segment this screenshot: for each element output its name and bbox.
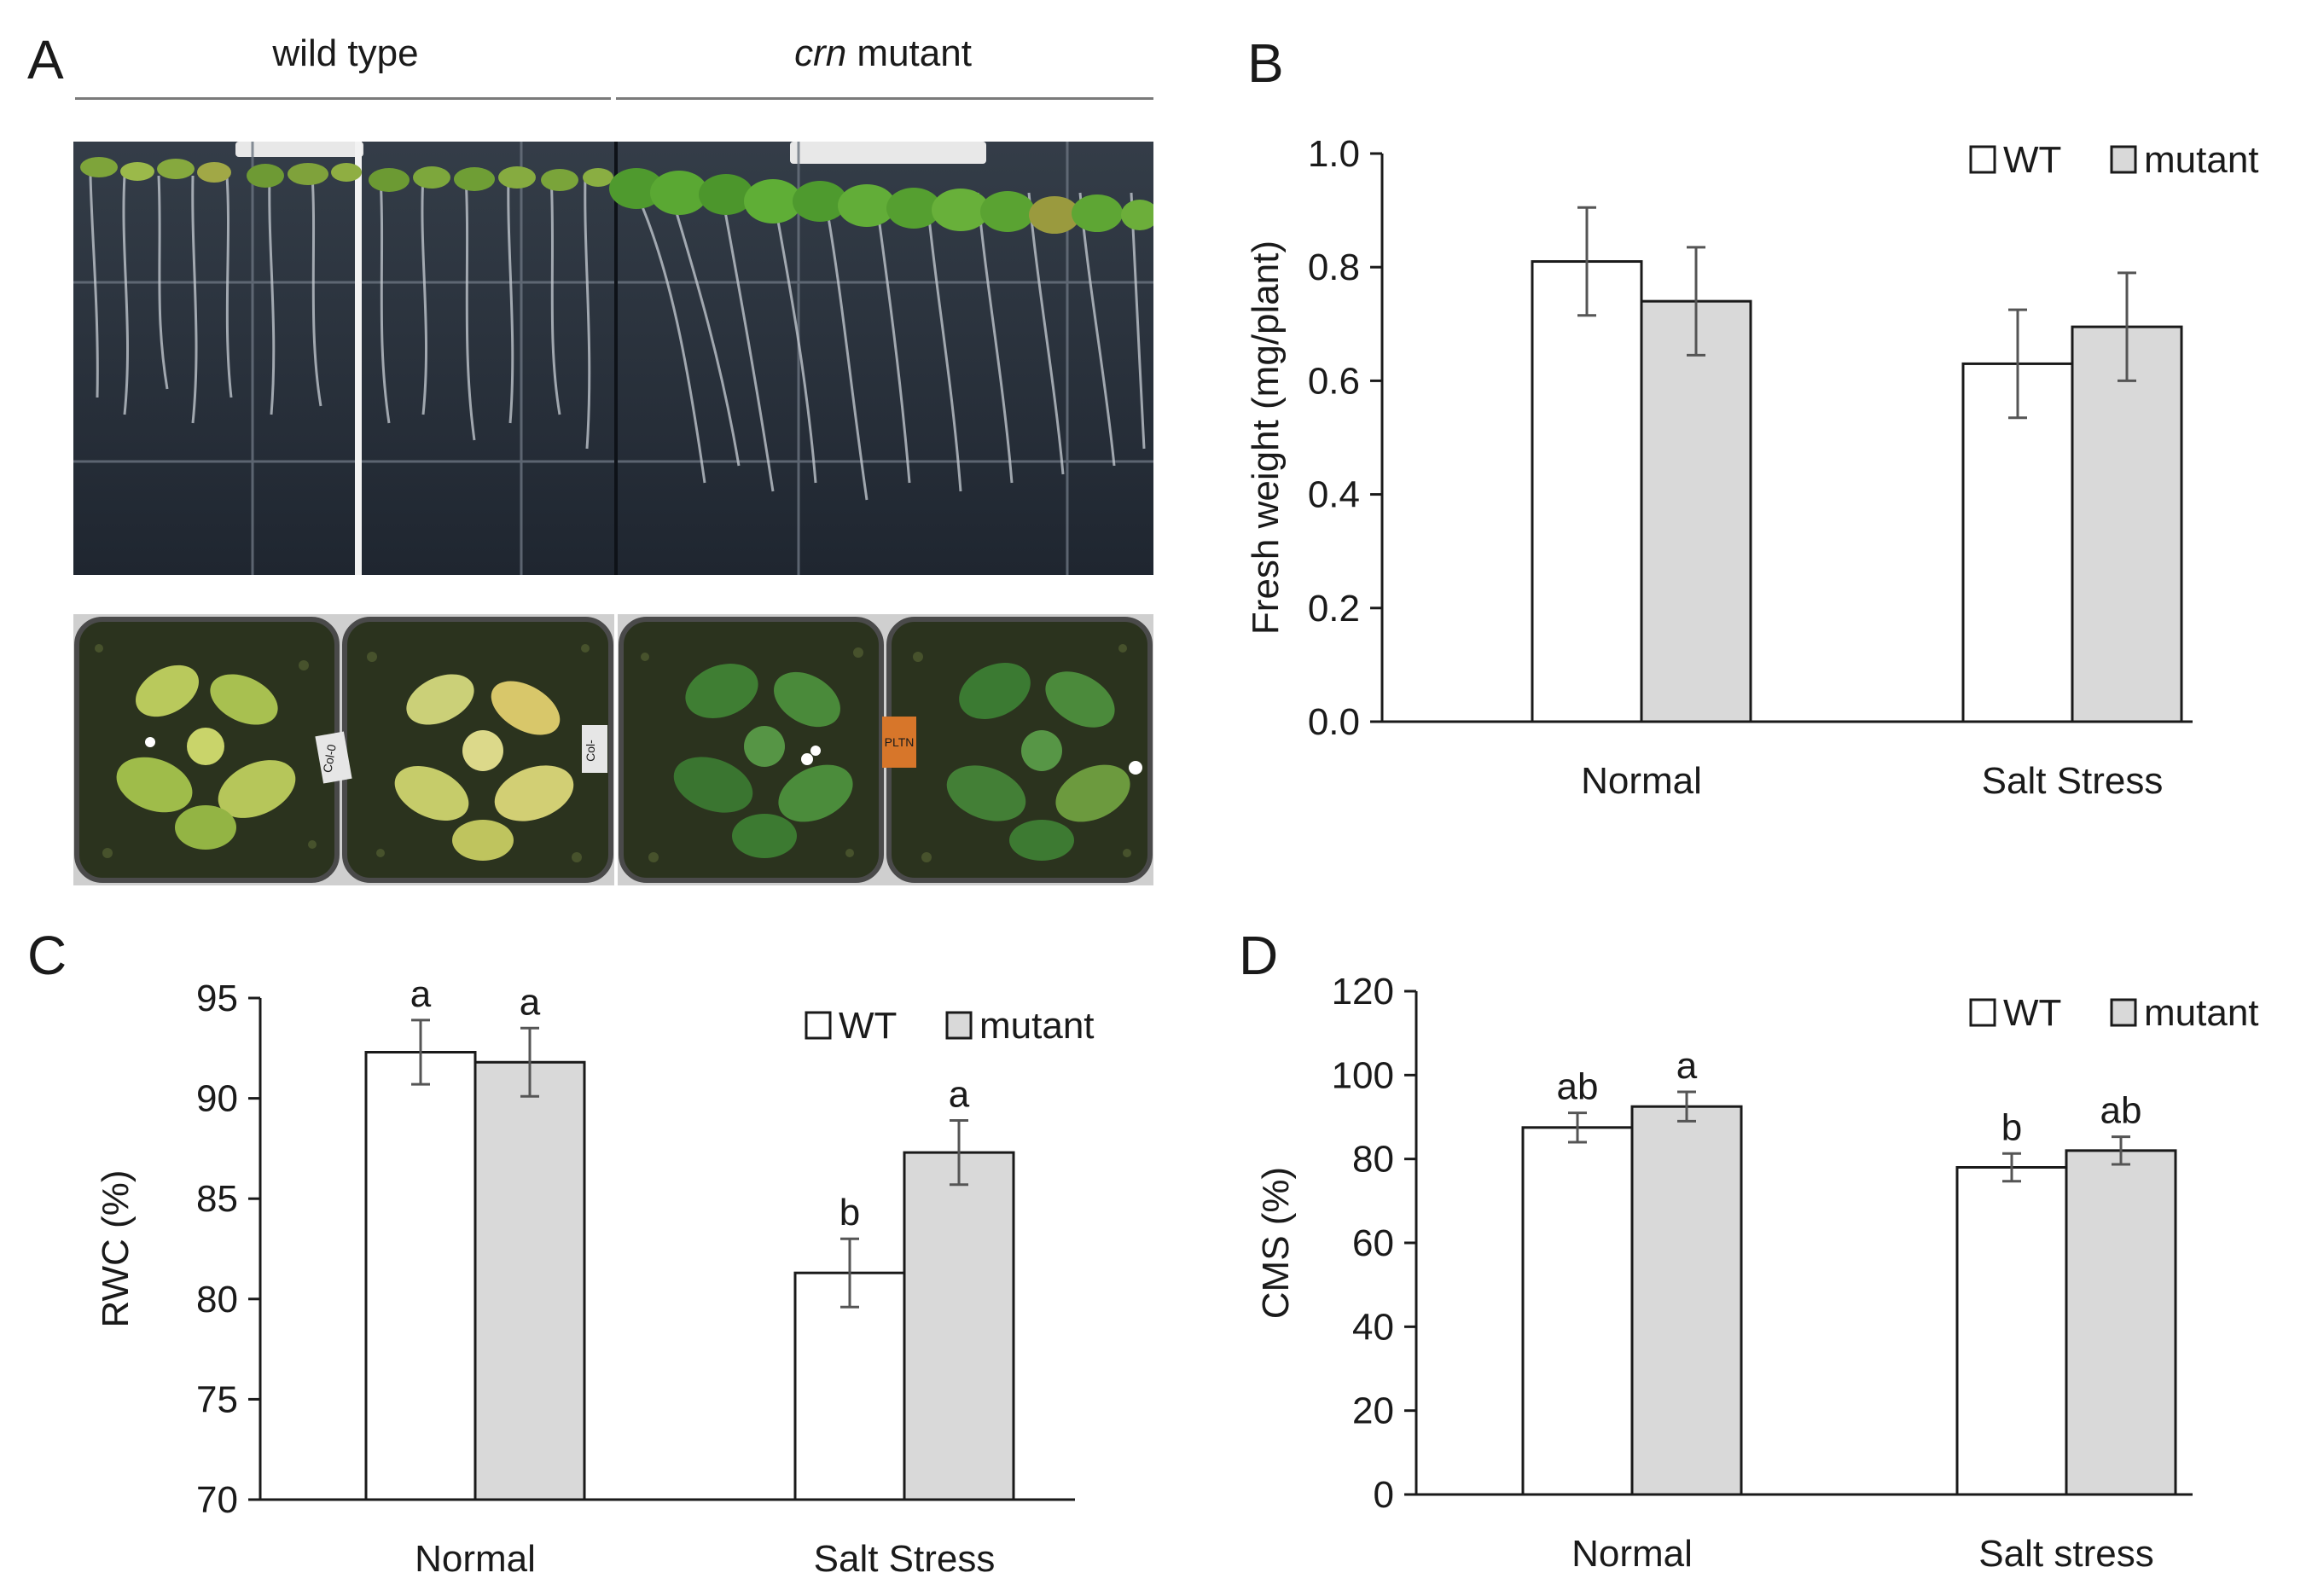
y-tick-label: 0.2: [1308, 588, 1360, 630]
wild-type-underline: [75, 97, 611, 100]
bar-mutant: [2065, 1149, 2177, 1496]
y-tick-label: 40: [1352, 1306, 1394, 1348]
fresh-weight-chart: 0.0 0.2 0.4 0.6 0.8 1.0 Fresh weight (mg/plant…: [1245, 133, 2259, 802]
pot-tag-text: Col-: [584, 740, 597, 762]
wild-type-rosette: [116, 665, 296, 850]
y-tick-label: 60: [1352, 1222, 1394, 1264]
pot-tag: [582, 725, 607, 773]
panel-d-letter: D: [1239, 925, 1279, 986]
significance-letter: b: [839, 1192, 860, 1233]
legend-swatch-mutant: [2110, 998, 2137, 1027]
significance-letter: b: [2001, 1106, 2022, 1148]
y-tick-label: 70: [196, 1479, 238, 1521]
plate-label-sticker: [235, 142, 363, 157]
y-tick-label: 75: [196, 1378, 238, 1420]
wild-type-seedlings: [80, 157, 613, 192]
category-label: Salt stress: [1978, 1533, 2153, 1575]
mutant-underline: [616, 97, 1153, 100]
legend-label: mutant: [2144, 992, 2259, 1034]
category-label: Normal: [1581, 760, 1702, 802]
panel-a-letter: A: [27, 29, 64, 90]
plate-divider: [614, 142, 618, 575]
panel-c-letter: C: [27, 925, 67, 986]
bar-wt: [1521, 1126, 1634, 1496]
mutant-header: crn mutant: [614, 32, 1152, 75]
bar-wt: [793, 1271, 906, 1501]
y-axis-label: Fresh weight (mg/plant): [1245, 241, 1287, 635]
pot-tag-text: PLTN: [885, 735, 915, 749]
category-label: Normal: [1571, 1533, 1693, 1575]
mutant-rosette: [946, 663, 1142, 861]
y-tick-label: 80: [196, 1279, 238, 1320]
wild-type-rosette: [394, 674, 574, 861]
bar-mutant: [473, 1060, 586, 1501]
photo-divider: [614, 614, 618, 885]
legend-label: WT: [2003, 139, 2061, 181]
y-tick-label: 100: [1332, 1054, 1394, 1096]
bar-mutant: [1640, 299, 1752, 723]
y-tick-label: 95: [196, 978, 238, 1019]
y-tick-label: 0.0: [1308, 701, 1360, 743]
y-tick-label: 20: [1352, 1390, 1394, 1432]
significance-letter: ab: [2100, 1090, 2142, 1132]
y-axis-label: CMS (%): [1255, 1167, 1297, 1319]
plate-label-sticker: [790, 142, 986, 164]
soil-texture: [95, 644, 1131, 862]
mutant-header-rest: mutant: [846, 32, 972, 74]
category-label: Normal: [415, 1538, 536, 1580]
plate-divider: [355, 142, 362, 575]
legend-swatch-wt: [1969, 998, 1996, 1027]
significance-letter: a: [410, 973, 432, 1015]
mutant-seedlings: [609, 168, 1153, 234]
significance-letter: a: [520, 981, 541, 1023]
bar-mutant: [1630, 1105, 1743, 1496]
legend-swatch-wt: [805, 1011, 832, 1040]
significance-letter: a: [949, 1073, 970, 1115]
potted-plants-photo: Col-0 Col- PLTN: [73, 614, 1153, 885]
significance-letter: ab: [1557, 1066, 1599, 1108]
bar-wt: [1955, 1166, 2068, 1496]
mutant-rosette: [673, 664, 853, 858]
pot-tag-text: Col-0: [320, 743, 339, 774]
y-tick-label: 120: [1332, 971, 1394, 1013]
y-tick-label: 85: [196, 1178, 238, 1220]
cms-chart: 0 20 40 60 80 100 120 CMS (%) ab a Normal b ab Salt s…: [1255, 971, 2259, 1575]
pot-tag: [882, 717, 916, 768]
legend-label: mutant: [979, 1005, 1095, 1047]
y-tick-label: 0.4: [1308, 474, 1360, 516]
bar-mutant: [2071, 325, 2183, 723]
category-label: Salt Stress: [814, 1538, 996, 1580]
mutant-gene-name: crn: [794, 32, 847, 74]
panel-b-letter: B: [1247, 32, 1284, 94]
bar-mutant: [903, 1151, 1015, 1501]
significance-letter: a: [1676, 1045, 1698, 1087]
seedling-plates-photo: [73, 142, 1153, 575]
y-axis-label: RWC (%): [95, 1170, 137, 1328]
rwc-chart: 70 75 80 85 90 95 RWC (%) a a Normal b a Salt Stress…: [95, 973, 1095, 1580]
y-tick-label: 80: [1352, 1139, 1394, 1181]
legend-label: WT: [839, 1005, 897, 1047]
legend-label: WT: [2003, 992, 2061, 1034]
pot-tag: [315, 731, 352, 784]
bar-wt: [364, 1051, 477, 1501]
bar-wt: [1531, 260, 1643, 723]
plate-grid: [73, 142, 1153, 575]
legend-swatch-mutant: [2110, 145, 2137, 174]
roots: [89, 175, 1146, 501]
wild-type-header: wild type: [272, 32, 419, 74]
y-tick-label: 1.0: [1308, 133, 1360, 175]
category-label: Salt Stress: [1982, 760, 2164, 802]
y-tick-label: 90: [196, 1078, 238, 1120]
legend-swatch-mutant: [945, 1011, 973, 1040]
y-tick-label: 0: [1374, 1474, 1394, 1516]
legend-swatch-wt: [1969, 145, 1996, 174]
y-tick-label: 0.6: [1308, 360, 1360, 402]
legend-label: mutant: [2144, 139, 2259, 181]
y-tick-label: 0.8: [1308, 247, 1360, 288]
